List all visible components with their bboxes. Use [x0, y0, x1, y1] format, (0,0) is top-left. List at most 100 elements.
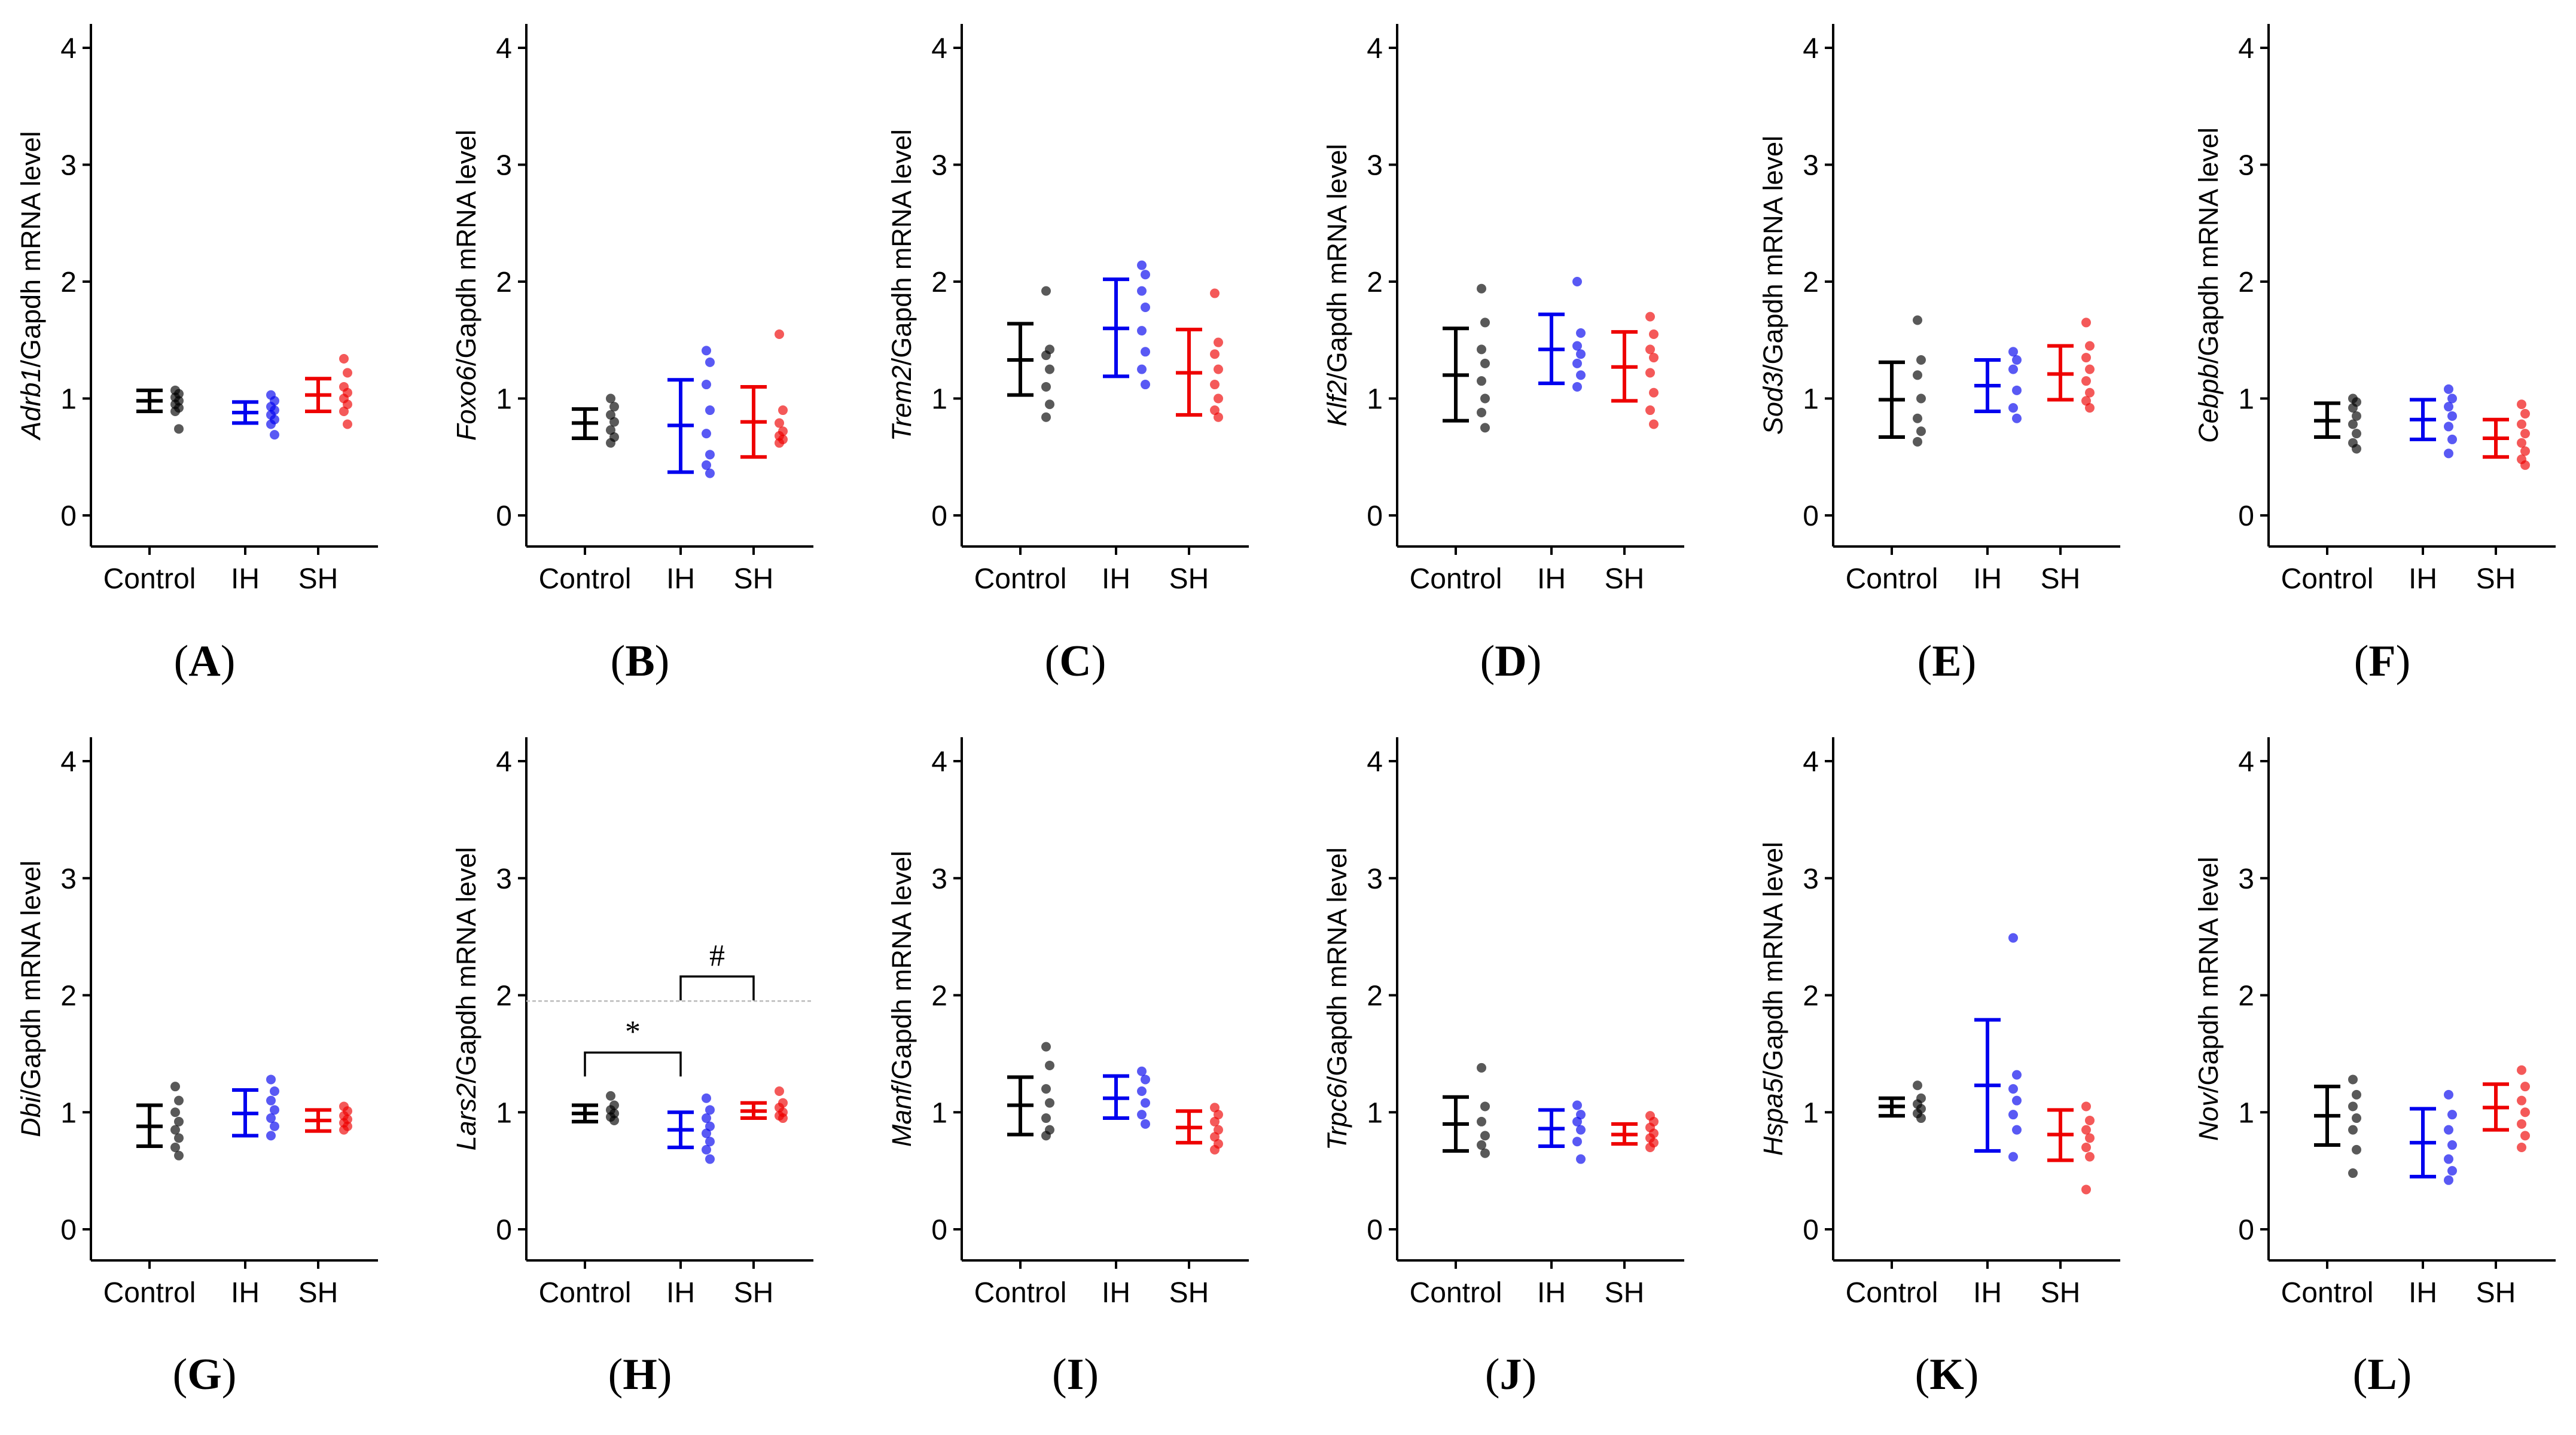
panel-letter-open: (: [1480, 637, 1495, 686]
x-tick-label: IH: [231, 563, 260, 595]
panel-letter: (I): [1052, 1350, 1099, 1399]
y-tick-label: 3: [60, 863, 77, 895]
data-point: [1913, 315, 1922, 325]
data-point: [1913, 413, 1922, 423]
data-point: [2085, 403, 2095, 413]
x-tick-label: Control: [1410, 1277, 1502, 1309]
y-tick-label: 4: [496, 33, 512, 65]
y-tick-label: 3: [1367, 863, 1383, 895]
y-tick-label: 1: [1367, 1097, 1383, 1129]
x-tick-label: IH: [1102, 563, 1130, 595]
series-control: [1879, 1080, 1926, 1123]
data-point: [174, 1116, 184, 1126]
data-point: [778, 405, 788, 416]
data-point: [343, 368, 352, 378]
y-axis-label: Cebpb/Gapdh mRNA level: [2193, 127, 2224, 443]
data-point: [2085, 1152, 2095, 1162]
data-point: [1045, 399, 1054, 410]
data-point: [1214, 337, 1223, 347]
data-point: [2352, 1144, 2361, 1155]
data-point: [266, 1095, 276, 1106]
panel-letter: (E): [1917, 637, 1977, 686]
y-axis-label: Adrb1/Gapdh mRNA level: [16, 131, 46, 441]
data-point: [2085, 364, 2095, 374]
series-control: [572, 1091, 619, 1125]
data-point: [2444, 402, 2453, 412]
y-tick-label: 2: [1367, 981, 1383, 1012]
data-point: [2348, 403, 2358, 413]
data-point: [1916, 355, 1926, 365]
data-point: [2008, 364, 2018, 374]
data-point: [2517, 419, 2526, 429]
data-point: [1141, 1074, 1150, 1085]
y-tick-label: 0: [1367, 500, 1383, 532]
data-point: [1916, 393, 1926, 404]
y-tick-label: 2: [2238, 981, 2254, 1012]
data-point: [2352, 429, 2361, 439]
data-point: [266, 1074, 276, 1085]
panel-f: 0 1 2 3 4 Cebpb/Gapdh mRNA level Control IH SH (F…: [2193, 24, 2556, 686]
data-point: [1041, 1084, 1051, 1094]
x-tick-label: Control: [103, 563, 196, 595]
panel-letter-close: ): [2396, 637, 2411, 686]
data-point: [170, 1107, 180, 1118]
data-point: [1576, 370, 1586, 380]
series-ih: [2410, 1089, 2457, 1185]
data-point: [2348, 1168, 2358, 1178]
y-axis-label: Sod3/Gapdh mRNA level: [1758, 136, 1788, 435]
data-point: [170, 1082, 180, 1092]
y-tick-label: 2: [931, 267, 947, 298]
data-point: [2012, 1070, 2022, 1080]
data-point: [2008, 1152, 2018, 1162]
data-point: [1645, 344, 1655, 355]
data-point: [1210, 1116, 1220, 1126]
y-tick-label: 1: [1803, 384, 1819, 416]
data-point: [1477, 344, 1486, 355]
y-tick-label: 0: [60, 1214, 77, 1246]
series-sh: [1176, 288, 1223, 422]
series-ih: [1103, 260, 1150, 390]
data-point: [1572, 1116, 1582, 1126]
data-point: [1141, 380, 1150, 390]
data-point: [2520, 408, 2530, 419]
series-control: [2314, 1074, 2361, 1178]
data-point: [2444, 384, 2453, 394]
series-ih: [232, 390, 279, 440]
data-point: [1141, 1119, 1150, 1129]
y-tick-label: 0: [2238, 1214, 2254, 1246]
data-point: [1477, 1140, 1486, 1150]
y-axis-label-suffix: /Gapdh mRNA level: [886, 851, 917, 1087]
x-tick-label: SH: [2476, 563, 2516, 595]
data-point: [2517, 1095, 2526, 1106]
y-axis-label: Klf2/Gapdh mRNA level: [1322, 144, 1352, 427]
series-sh: [740, 329, 788, 459]
data-point: [606, 438, 615, 448]
data-point: [2520, 429, 2530, 439]
data-point: [2081, 1184, 2091, 1195]
data-point: [1649, 353, 1659, 363]
y-tick-label: 2: [1803, 267, 1819, 298]
data-point: [1480, 1131, 1490, 1141]
data-point: [2447, 1166, 2457, 1176]
data-point: [1480, 423, 1490, 433]
panel-letter-close: ): [1962, 637, 1977, 686]
data-point: [170, 1125, 180, 1135]
data-point: [1137, 1066, 1147, 1076]
series-control: [572, 393, 619, 448]
data-point: [1576, 1154, 1586, 1164]
y-tick-label: 4: [60, 33, 77, 65]
y-tick-label: 0: [2238, 500, 2254, 532]
series-ih: [1538, 277, 1586, 392]
y-tick-label: 3: [496, 863, 512, 895]
data-point: [702, 380, 711, 390]
data-point: [1649, 387, 1659, 398]
y-tick-label: 0: [1803, 500, 1819, 532]
data-point: [2348, 1074, 2358, 1085]
data-point: [1477, 1062, 1486, 1073]
y-axis-label-gene: Sod3: [1758, 372, 1788, 435]
y-axis-label-suffix: /Gapdh mRNA level: [1322, 144, 1352, 380]
data-point: [266, 1131, 276, 1141]
data-point: [2447, 393, 2457, 404]
y-tick-label: 4: [2238, 33, 2254, 65]
x-tick-label: SH: [1605, 563, 1645, 595]
